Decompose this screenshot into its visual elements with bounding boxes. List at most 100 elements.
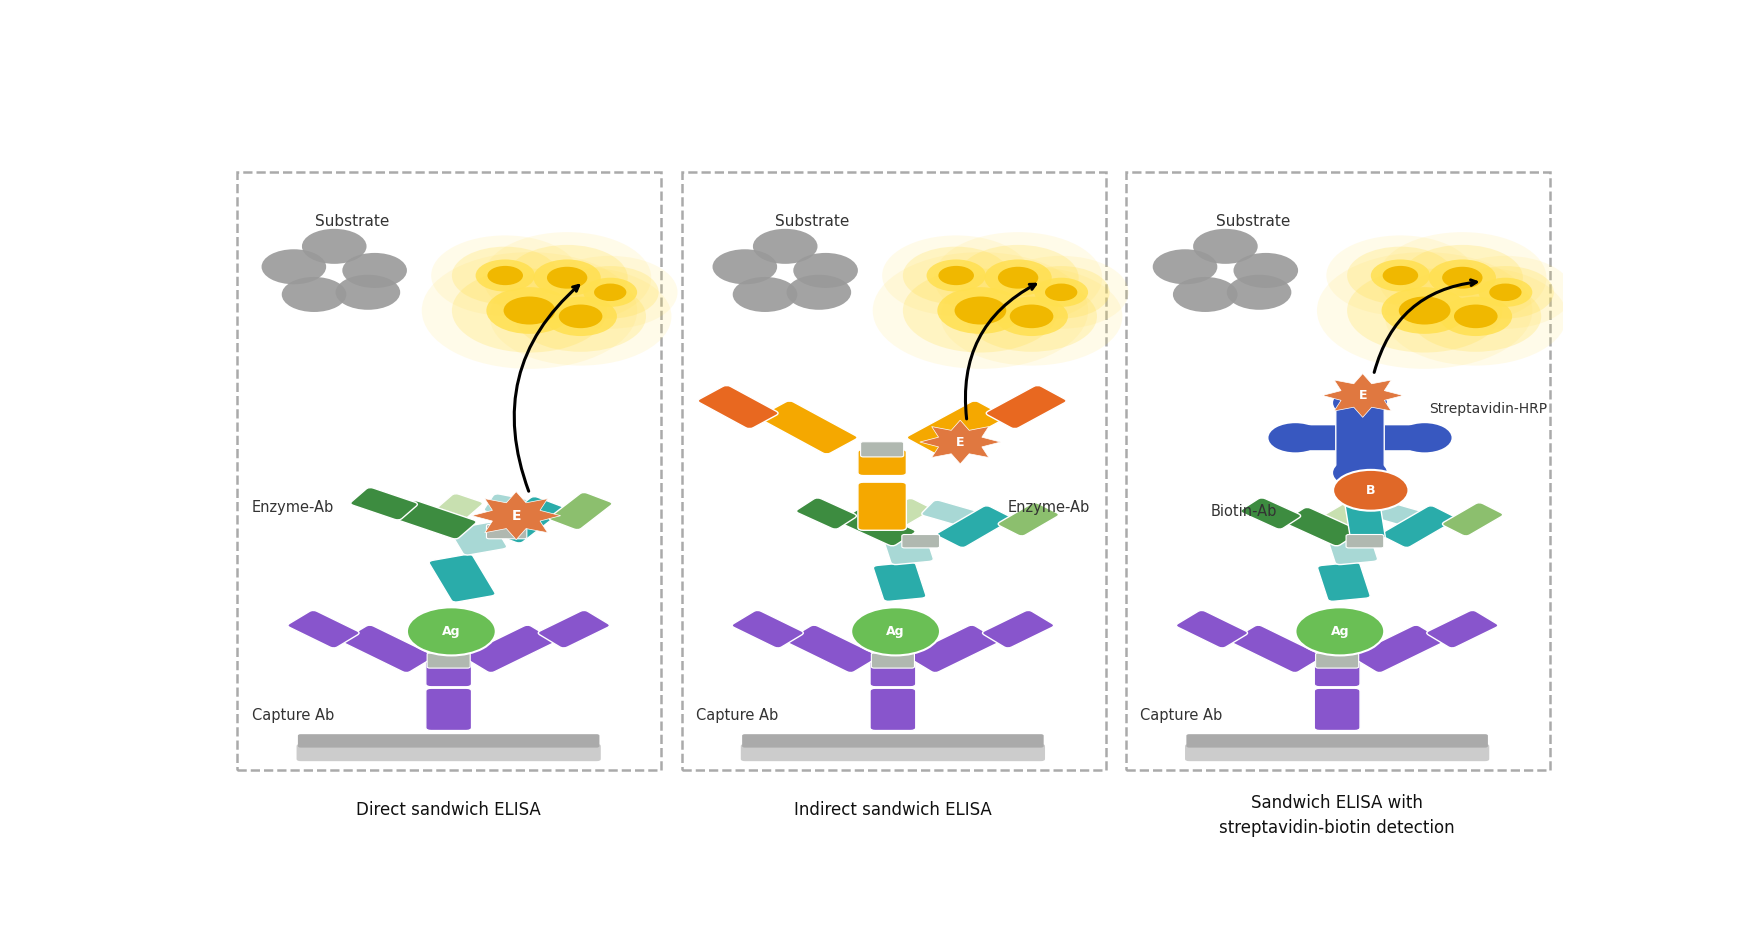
Circle shape	[1440, 296, 1513, 336]
FancyBboxPatch shape	[860, 441, 903, 456]
FancyBboxPatch shape	[464, 625, 554, 672]
Text: Substrate: Substrate	[1216, 214, 1291, 229]
Circle shape	[787, 275, 851, 310]
Circle shape	[1370, 259, 1430, 292]
Circle shape	[1226, 275, 1291, 310]
FancyBboxPatch shape	[1346, 534, 1384, 548]
FancyBboxPatch shape	[1442, 503, 1503, 536]
FancyBboxPatch shape	[731, 611, 802, 648]
FancyBboxPatch shape	[983, 611, 1054, 648]
Circle shape	[935, 232, 1103, 323]
Circle shape	[733, 277, 797, 312]
Text: E: E	[955, 436, 964, 449]
Text: Enzyme-Ab: Enzyme-Ab	[252, 500, 334, 515]
Polygon shape	[921, 420, 1001, 464]
Text: Capture Ab: Capture Ab	[1141, 707, 1223, 723]
Circle shape	[966, 281, 1098, 351]
Circle shape	[1233, 253, 1298, 288]
Circle shape	[903, 246, 1009, 304]
Circle shape	[1034, 277, 1087, 307]
FancyBboxPatch shape	[429, 554, 495, 602]
FancyBboxPatch shape	[351, 488, 417, 520]
Circle shape	[422, 252, 637, 368]
Bar	[1126, 172, 1549, 770]
FancyBboxPatch shape	[698, 385, 778, 429]
FancyBboxPatch shape	[1322, 498, 1376, 528]
FancyBboxPatch shape	[999, 503, 1058, 536]
Text: B: B	[1365, 484, 1376, 497]
Text: Sandwich ELISA with
streptavidin-biotin detection: Sandwich ELISA with streptavidin-biotin …	[1219, 794, 1456, 836]
FancyBboxPatch shape	[874, 563, 926, 601]
Circle shape	[1398, 423, 1452, 453]
Text: Ag: Ag	[443, 625, 460, 638]
FancyBboxPatch shape	[922, 500, 980, 527]
Circle shape	[851, 607, 940, 655]
FancyBboxPatch shape	[908, 625, 999, 672]
Circle shape	[1332, 458, 1386, 488]
FancyBboxPatch shape	[1344, 498, 1384, 541]
FancyBboxPatch shape	[1232, 625, 1322, 672]
Circle shape	[452, 269, 606, 352]
FancyBboxPatch shape	[1315, 652, 1358, 669]
Circle shape	[1013, 266, 1110, 318]
Circle shape	[1348, 269, 1503, 352]
Text: E: E	[1358, 389, 1367, 402]
Circle shape	[342, 253, 406, 288]
Polygon shape	[472, 491, 561, 540]
Circle shape	[955, 296, 1006, 325]
FancyBboxPatch shape	[870, 659, 915, 687]
Text: Capture Ab: Capture Ab	[697, 707, 778, 723]
FancyBboxPatch shape	[426, 659, 471, 687]
Circle shape	[1402, 245, 1523, 311]
Circle shape	[1268, 423, 1322, 453]
FancyBboxPatch shape	[1365, 500, 1423, 527]
Circle shape	[994, 256, 1129, 329]
Text: Substrate: Substrate	[775, 214, 849, 229]
Circle shape	[561, 266, 658, 318]
FancyBboxPatch shape	[870, 688, 915, 730]
Circle shape	[1428, 259, 1496, 295]
FancyBboxPatch shape	[858, 449, 907, 475]
Circle shape	[882, 236, 1030, 315]
Circle shape	[406, 607, 495, 655]
FancyBboxPatch shape	[549, 492, 611, 529]
Circle shape	[957, 245, 1079, 311]
Circle shape	[490, 267, 672, 366]
Circle shape	[486, 287, 573, 334]
Text: Indirect sandwich ELISA: Indirect sandwich ELISA	[794, 801, 992, 819]
Circle shape	[262, 249, 327, 284]
FancyBboxPatch shape	[342, 625, 434, 672]
Text: Capture Ab: Capture Ab	[252, 707, 334, 723]
FancyBboxPatch shape	[426, 493, 483, 528]
Circle shape	[533, 259, 601, 295]
Circle shape	[1348, 246, 1454, 304]
FancyBboxPatch shape	[1351, 625, 1443, 672]
Circle shape	[1381, 287, 1468, 334]
Circle shape	[488, 266, 523, 285]
FancyBboxPatch shape	[1294, 424, 1426, 451]
Circle shape	[1153, 249, 1218, 284]
FancyBboxPatch shape	[1329, 538, 1377, 564]
FancyBboxPatch shape	[288, 611, 360, 648]
Circle shape	[1377, 232, 1546, 323]
Bar	[681, 172, 1105, 770]
FancyBboxPatch shape	[1185, 744, 1489, 761]
FancyBboxPatch shape	[1176, 611, 1247, 648]
Circle shape	[1317, 252, 1532, 368]
FancyBboxPatch shape	[297, 744, 601, 761]
Circle shape	[997, 267, 1039, 289]
FancyBboxPatch shape	[486, 525, 526, 539]
Circle shape	[1383, 266, 1417, 285]
FancyBboxPatch shape	[485, 494, 547, 521]
Circle shape	[504, 296, 556, 325]
FancyBboxPatch shape	[907, 401, 1006, 454]
Circle shape	[507, 245, 627, 311]
Text: E: E	[511, 509, 521, 523]
Circle shape	[1398, 296, 1450, 325]
FancyBboxPatch shape	[1315, 659, 1360, 687]
Circle shape	[584, 277, 637, 307]
Circle shape	[995, 296, 1068, 336]
FancyBboxPatch shape	[902, 534, 940, 548]
Circle shape	[1454, 305, 1497, 329]
Circle shape	[903, 269, 1058, 352]
